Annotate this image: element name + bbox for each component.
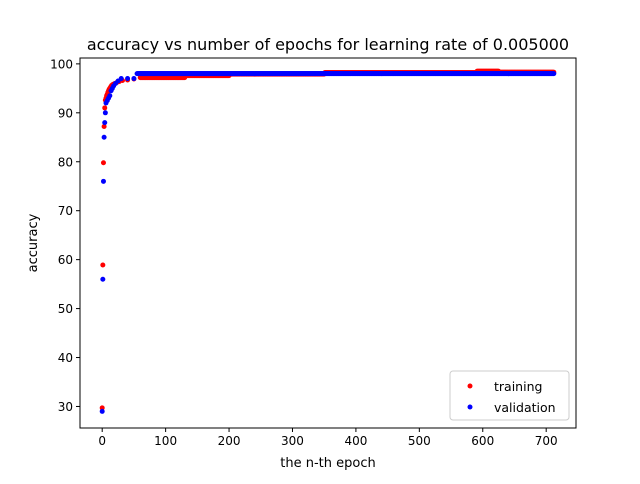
validation-point <box>102 120 108 126</box>
x-tick-label: 200 <box>218 434 241 448</box>
x-axis: 0 100 200 300 400 500 600 700 <box>98 428 558 448</box>
validation-point <box>100 276 106 282</box>
y-tick-label: 100 <box>50 57 73 71</box>
validation-point <box>118 76 124 82</box>
x-tick-label: 600 <box>471 434 494 448</box>
training-point <box>100 262 106 268</box>
legend-marker-validation <box>467 404 473 410</box>
data-points <box>99 68 557 414</box>
validation-point <box>102 110 108 116</box>
legend-box <box>449 370 570 421</box>
legend: training validation <box>449 370 570 421</box>
y-tick-label: 30 <box>58 400 73 414</box>
axes-background <box>80 58 576 428</box>
y-axis-label: accuracy <box>26 213 41 272</box>
axes-frame <box>79 57 577 429</box>
validation-point <box>107 93 113 99</box>
training-point <box>102 105 108 111</box>
validation-point <box>101 134 107 140</box>
chart-title: accuracy vs number of epochs for learnin… <box>87 35 569 54</box>
legend-label-validation: validation <box>494 400 556 415</box>
training-point <box>100 160 106 166</box>
x-tick-label: 0 <box>98 434 106 448</box>
x-tick-label: 100 <box>154 434 177 448</box>
y-tick-label: 60 <box>58 253 73 267</box>
training-point <box>99 405 105 411</box>
legend-label-training: training <box>494 379 542 394</box>
y-axis: 30 40 50 60 70 80 90 100 <box>50 57 80 414</box>
x-tick-label: 500 <box>408 434 431 448</box>
y-tick-label: 40 <box>58 351 73 365</box>
y-tick-label: 90 <box>58 106 73 120</box>
plot-area <box>79 57 577 429</box>
validation-point <box>551 71 557 77</box>
validation-point <box>99 408 105 414</box>
y-tick-label: 70 <box>58 204 73 218</box>
validation-point <box>100 178 106 184</box>
x-axis-label: the n-th epoch <box>280 456 375 471</box>
training-point <box>101 124 107 130</box>
validation-point <box>125 76 131 82</box>
x-tick-label: 400 <box>344 434 367 448</box>
series-validation <box>99 71 557 414</box>
y-tick-label: 80 <box>58 155 73 169</box>
validation-point <box>131 76 137 82</box>
x-tick-label: 700 <box>535 434 558 448</box>
x-tick-label: 300 <box>281 434 304 448</box>
y-tick-label: 50 <box>58 302 73 316</box>
legend-marker-training <box>467 383 473 389</box>
